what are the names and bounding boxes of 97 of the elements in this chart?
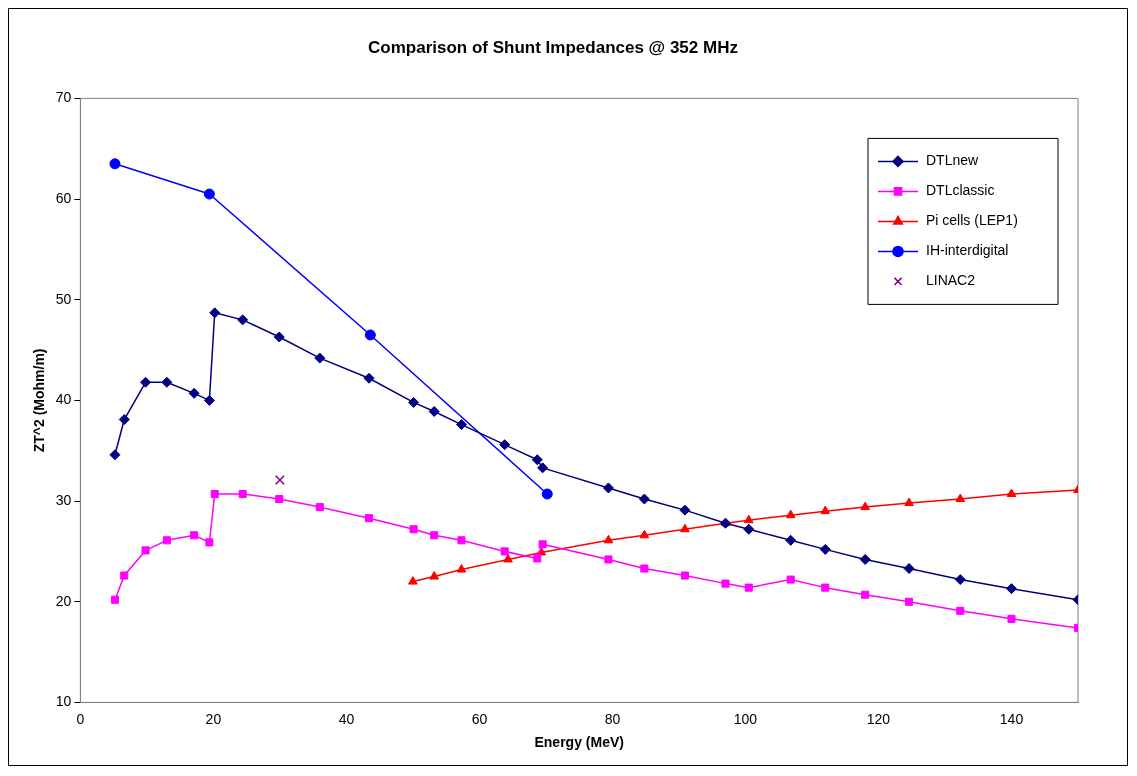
point	[859, 553, 871, 565]
legend-label: IH-interdigital	[926, 242, 1009, 259]
point	[640, 564, 649, 573]
point	[408, 396, 420, 408]
point	[364, 514, 374, 523]
point	[141, 546, 150, 555]
point	[203, 188, 215, 200]
point	[861, 590, 870, 599]
point	[499, 439, 511, 451]
point	[408, 576, 418, 585]
point	[956, 606, 965, 615]
y-tick-label: 40	[55, 391, 72, 408]
x-tick-label: 40	[338, 710, 355, 727]
y-axis-title: ZT^2 (Mohm/m)	[31, 348, 48, 453]
point	[786, 575, 795, 584]
legend-label: DTLnew	[926, 152, 980, 169]
point	[456, 564, 467, 573]
point	[430, 531, 439, 540]
point	[954, 574, 966, 586]
point	[603, 534, 614, 544]
point	[639, 529, 650, 539]
point	[743, 523, 755, 535]
point	[541, 488, 553, 500]
legend-label: DTLclassic	[926, 182, 995, 199]
point	[905, 597, 914, 606]
point	[110, 595, 119, 604]
point	[120, 571, 129, 580]
point	[955, 493, 966, 503]
point	[721, 579, 730, 588]
point	[638, 493, 650, 505]
point	[140, 376, 152, 388]
point	[274, 474, 285, 485]
point	[315, 503, 324, 512]
point	[237, 314, 249, 326]
x-tick-label: 120	[866, 710, 891, 727]
point	[428, 405, 440, 417]
chart-title: Comparison of Shunt Impedances @ 352 MHz	[368, 37, 738, 57]
point	[364, 329, 376, 341]
y-tick-label: 10	[55, 693, 72, 710]
x-tick-label: 0	[76, 710, 85, 727]
x-axis-title: Energy (MeV)	[534, 734, 624, 751]
point	[819, 543, 831, 555]
point	[363, 372, 375, 384]
point	[785, 534, 797, 546]
point	[1006, 488, 1017, 498]
point	[162, 536, 171, 545]
point	[109, 449, 121, 461]
point	[409, 525, 418, 534]
point	[538, 540, 547, 549]
x-tick-label: 140	[999, 710, 1024, 727]
y-tick-label: 20	[55, 592, 72, 609]
x-tick-label: 100	[733, 710, 758, 727]
x-tick-label: 60	[471, 710, 488, 727]
point	[860, 501, 870, 511]
point	[273, 331, 285, 343]
point	[1007, 614, 1016, 623]
point	[785, 509, 796, 519]
point	[904, 497, 914, 507]
point	[205, 538, 214, 547]
point	[457, 536, 466, 545]
y-tick-label: 30	[55, 491, 72, 508]
point	[455, 419, 467, 431]
point	[680, 523, 690, 533]
point	[679, 504, 691, 516]
point	[821, 583, 830, 592]
point	[190, 531, 199, 540]
point	[602, 482, 614, 494]
point	[1005, 583, 1017, 595]
point	[314, 352, 326, 364]
legend-label: Pi cells (LEP1)	[926, 212, 1018, 229]
point	[209, 307, 221, 319]
point	[429, 571, 440, 580]
point	[109, 158, 121, 170]
point	[903, 563, 915, 575]
point	[161, 376, 173, 388]
point	[275, 495, 284, 504]
x-tick-label: 20	[205, 710, 222, 727]
y-tick-label: 70	[55, 89, 72, 106]
point	[820, 505, 831, 515]
point	[533, 554, 542, 563]
point	[604, 555, 613, 564]
point	[503, 553, 513, 563]
point	[118, 414, 130, 426]
point	[743, 514, 754, 524]
point	[238, 489, 247, 499]
point	[500, 547, 509, 556]
legend-label: LINAC2	[926, 272, 976, 289]
point	[210, 489, 219, 499]
point	[531, 454, 543, 466]
point	[537, 462, 549, 474]
y-tick-label: 50	[55, 290, 72, 307]
point	[188, 387, 200, 399]
y-tick-label: 60	[55, 189, 72, 206]
point	[680, 571, 689, 580]
point	[203, 394, 215, 406]
point	[744, 583, 753, 592]
x-tick-label: 80	[604, 710, 621, 727]
